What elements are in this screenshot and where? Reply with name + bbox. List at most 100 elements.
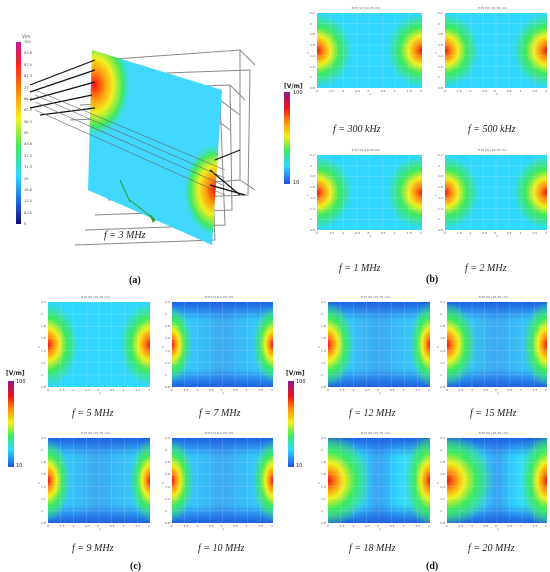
colorbar-d: [V/m] 100 10 <box>286 370 306 469</box>
x-tick: 0 <box>377 524 379 528</box>
x-tick: 1 <box>245 388 248 392</box>
small-colorbar-tick: 0 <box>24 222 27 226</box>
x-axis-label: x <box>369 234 372 238</box>
y-tick: 1.2 <box>440 496 445 501</box>
y-axis-label: z <box>435 50 437 55</box>
x-tick: -0.5 <box>364 388 371 392</box>
x-tick: -1.5 <box>58 524 65 528</box>
x-tick: -2 <box>445 524 448 528</box>
x-tick: 1 <box>519 89 522 93</box>
x-tick: 1 <box>402 388 405 392</box>
x-tick: -0.5 <box>364 524 371 528</box>
x-tick: 0.5 <box>506 231 512 235</box>
x-tick: 0.5 <box>109 524 115 528</box>
x-tick: 0.5 <box>380 231 386 235</box>
y-tick: 2 <box>321 312 323 317</box>
y-tick: 1 <box>440 372 442 377</box>
heatmap-title: E.fd [V] (10-70 cm) <box>361 431 390 435</box>
heatmap-grid <box>48 438 150 523</box>
y-tick: 2 <box>310 163 312 168</box>
heatmap-c4: E.fd [V] (10-70 cm) -2 -1.5 -1 -0.5 0 0.5 1 1.5 2… <box>162 430 276 532</box>
x-tick: 1 <box>245 524 248 528</box>
panel-a: V/m 100 92.8 87.5 81.3 75 68.8 62.5 56.3 50 43.8 3… <box>0 30 303 280</box>
x-tick: 2 <box>420 89 422 93</box>
x-tick: 0 <box>220 524 223 528</box>
y-tick: 1 <box>310 75 312 80</box>
y-tick: 1.2 <box>321 360 326 365</box>
heatmap-title: E.fd [V] (10-70 cm) <box>351 148 381 152</box>
y-tick: 1 <box>440 508 442 513</box>
y-tick: 1.6 <box>165 472 170 477</box>
x-tick: 1.5 <box>415 388 421 392</box>
heatmap-field <box>447 302 547 387</box>
heatmap-grid <box>317 155 422 230</box>
x-tick: 1.5 <box>532 524 538 528</box>
x-tick: -2 <box>443 89 446 93</box>
x-axis-label: x <box>497 391 499 395</box>
y-tick: 0.8 <box>440 521 445 525</box>
x-axis-label: x <box>497 527 499 531</box>
x-tick: 0 <box>495 388 497 392</box>
y-tick: 0.8 <box>310 228 315 232</box>
colorbar-d-min: 10 <box>296 463 303 469</box>
x-tick: 0.5 <box>506 89 512 93</box>
x-axis-label: x <box>222 391 225 395</box>
x-tick: 2 <box>545 388 547 392</box>
y-tick: 1.2 <box>438 64 443 69</box>
panel-label-d: (d) <box>426 561 439 572</box>
y-axis-label: z <box>318 344 320 349</box>
x-tick: -1 <box>71 388 75 392</box>
freq-label-d4: f = 20 MHz <box>468 543 515 554</box>
x-tick: 0 <box>97 524 99 528</box>
heatmap-field <box>328 438 430 523</box>
x-tick: 0 <box>494 89 496 93</box>
y-tick: 0.8 <box>438 86 443 90</box>
heatmap-grid <box>172 302 273 387</box>
heatmap-field <box>447 438 547 523</box>
y-axis-label: z <box>307 50 309 55</box>
small-colorbar-tick: 87.5 <box>24 62 32 67</box>
y-tick: 1.4 <box>310 53 315 58</box>
y-tick: 0.8 <box>41 521 46 525</box>
x-tick: 0.5 <box>380 89 386 93</box>
y-tick: 1.6 <box>321 336 326 341</box>
x-tick: -2 <box>46 388 49 392</box>
heatmap-grid <box>172 438 273 523</box>
freq-label-c2: f = 7 MHz <box>199 408 241 419</box>
x-tick: -1 <box>195 524 199 528</box>
x-tick: 0.5 <box>507 524 513 528</box>
y-tick: 1.6 <box>310 185 315 190</box>
y-tick: 2 <box>41 312 43 317</box>
heatmap-field <box>317 13 422 88</box>
colorbar-a-unit: [V/m] <box>284 83 303 90</box>
x-tick: -1.5 <box>182 524 189 528</box>
y-axis-label: z <box>307 192 309 197</box>
heatmap-title: E.fd [V] (10-70 cm) <box>351 6 381 10</box>
source-rays <box>34 89 226 196</box>
x-tick: 1 <box>122 524 125 528</box>
heatmap-grid <box>328 438 430 523</box>
y-tick: 0.8 <box>41 385 46 389</box>
y-tick: 1 <box>165 508 167 513</box>
colorbar-a-min: 10 <box>293 180 300 186</box>
axis-arrows <box>119 179 156 223</box>
x-axis-label: x <box>496 92 498 96</box>
x-tick: 1 <box>393 89 396 93</box>
y-tick: 1.8 <box>165 324 170 329</box>
x-tick: 0 <box>220 388 223 392</box>
panel-label-b: (b) <box>426 274 439 285</box>
x-tick: -0.5 <box>84 388 91 392</box>
x-tick: -1.5 <box>455 231 462 235</box>
colorbar-d-bar <box>288 381 294 467</box>
small-colorbar-tick: 18.8 <box>24 187 32 192</box>
y-tick: 2.2 <box>321 300 326 304</box>
x-tick: -0.5 <box>207 388 214 392</box>
x-tick: -0.5 <box>84 524 91 528</box>
y-tick: 1 <box>310 217 312 222</box>
y-axis-label: z <box>162 344 164 349</box>
x-tick: -2 <box>46 524 49 528</box>
three-d-scene <box>29 49 256 246</box>
heatmap-field <box>445 13 547 88</box>
x-tick: -0.5 <box>482 524 489 528</box>
y-tick: 2.2 <box>41 300 46 304</box>
